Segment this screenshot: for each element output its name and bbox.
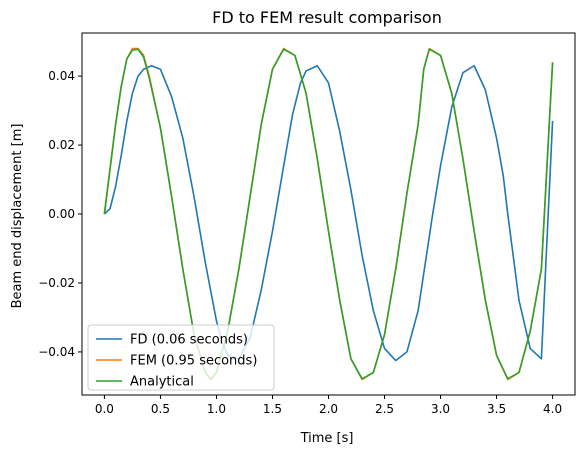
y-tick-label: 0.02 xyxy=(48,138,75,152)
x-axis-label: Time [s] xyxy=(300,431,354,446)
x-tick-label: 2.5 xyxy=(375,402,394,416)
legend-box xyxy=(87,324,275,391)
x-tick-label: 3.0 xyxy=(431,402,450,416)
x-tick-label: 1.5 xyxy=(263,402,282,416)
x-axis: 0.0 0.5 1.0 1.5 2.0 2.5 3.0 3.5 4.0 xyxy=(95,395,562,416)
y-tick-label: 0.00 xyxy=(48,207,75,221)
y-tick-label: −0.04 xyxy=(38,345,75,359)
x-tick-label: 3.5 xyxy=(487,402,506,416)
legend-label-1: FEM (0.95 seconds) xyxy=(130,354,257,369)
y-tick-label: 0.04 xyxy=(48,69,75,83)
y-axis: −0.04 −0.02 0.00 0.02 0.04 xyxy=(38,69,82,359)
legend: FD (0.06 seconds) FEM (0.95 seconds) Analy… xyxy=(87,324,275,391)
x-tick-label: 0.0 xyxy=(95,402,114,416)
series-line-0 xyxy=(103,64,554,362)
x-tick-label: 1.0 xyxy=(207,402,226,416)
x-tick-label: 0.5 xyxy=(151,402,170,416)
x-tick-label: 2.0 xyxy=(319,402,338,416)
x-tick-label: 4.0 xyxy=(543,402,562,416)
y-axis-label: Beam end displacement [m] xyxy=(10,124,25,309)
y-tick-label: −0.02 xyxy=(38,276,75,290)
chart-title: FD to FEM result comparison xyxy=(212,8,442,27)
series-layer xyxy=(103,47,554,381)
series-line-2 xyxy=(103,48,554,380)
legend-label-0: FD (0.06 seconds) xyxy=(130,333,248,348)
legend-label-2: Analytical xyxy=(130,375,194,390)
